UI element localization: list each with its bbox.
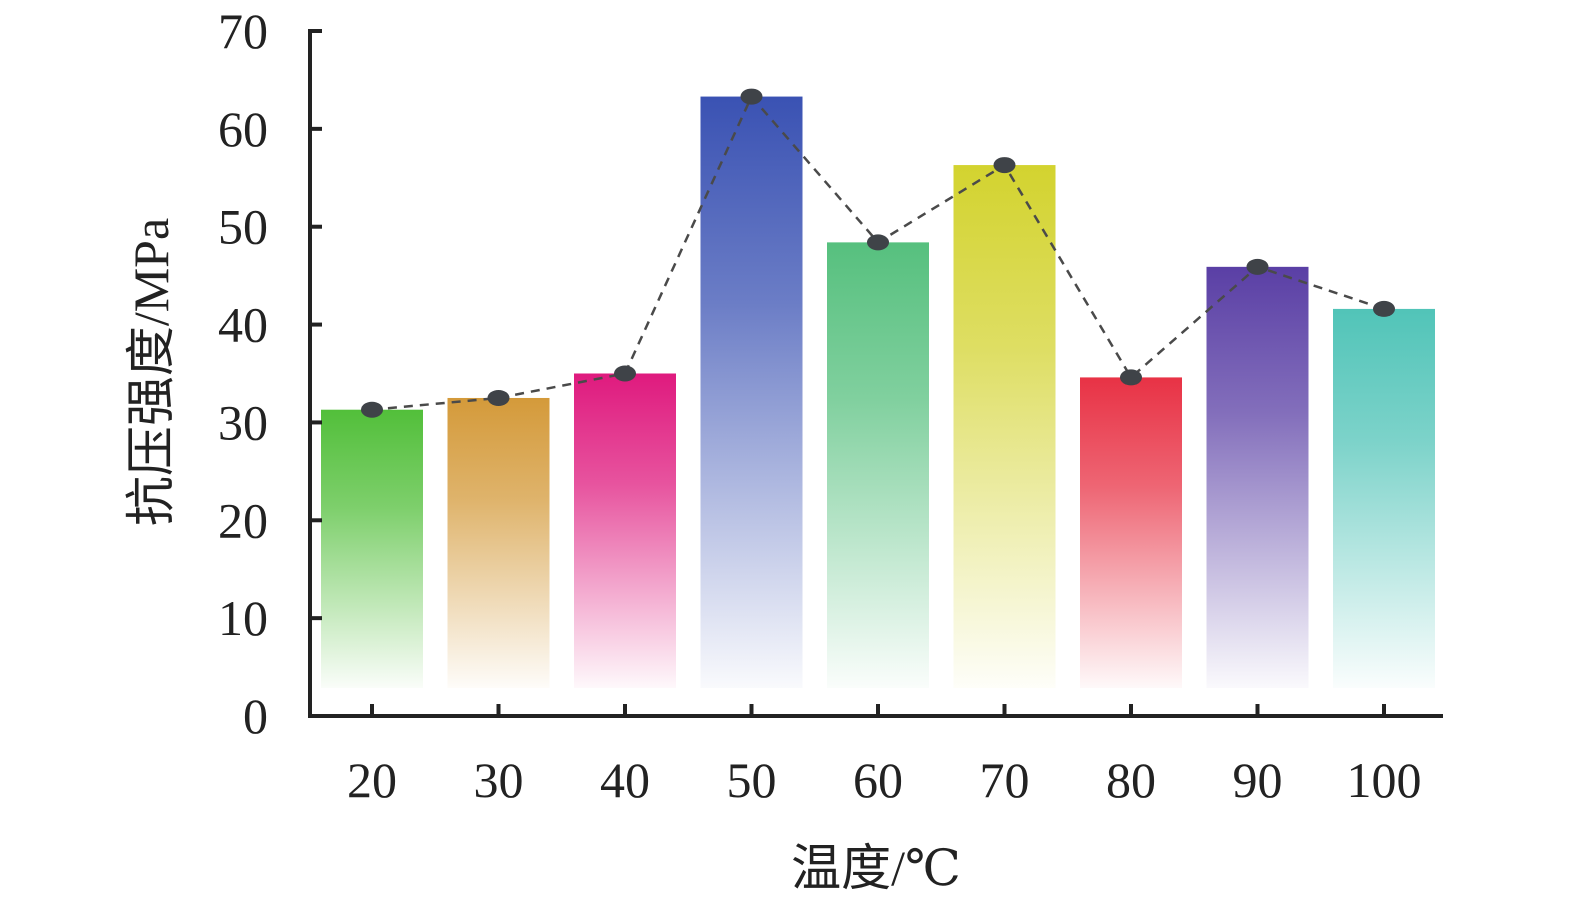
point-30	[487, 389, 510, 406]
point-80	[1120, 369, 1142, 386]
x-tick-label-90: 90	[1233, 752, 1283, 808]
bar-20	[321, 409, 423, 688]
point-90	[1246, 258, 1269, 275]
point-100	[1373, 300, 1395, 317]
bar-40	[574, 373, 676, 688]
y-tick-label-20: 20	[218, 492, 268, 548]
axes-layer: 0 10 20 30 40 50 60 70 20 30 40 50 60 70 80 90 100	[218, 3, 1443, 808]
bar-90	[1206, 266, 1309, 688]
bar-60	[827, 242, 929, 688]
bar-80	[1080, 377, 1182, 688]
y-tick-label-0: 0	[243, 688, 268, 744]
bar-100	[1333, 308, 1435, 688]
y-tick-label-60: 60	[218, 101, 268, 157]
bars-layer	[321, 96, 1435, 689]
x-tick-label-40: 40	[600, 752, 650, 808]
bar-30	[447, 397, 550, 688]
point-60	[867, 234, 889, 251]
bar-70	[953, 165, 1056, 689]
x-tick-label-30: 30	[474, 752, 524, 808]
y-axis-title: 抗压强度/MPa	[123, 218, 179, 526]
bar-50	[700, 96, 803, 689]
x-tick-label-60: 60	[853, 752, 903, 808]
point-20	[361, 401, 383, 418]
point-70	[993, 157, 1016, 174]
y-tick-label-50: 50	[218, 199, 268, 255]
x-axis-title: 温度/℃	[791, 840, 961, 896]
y-tick-label-10: 10	[218, 590, 268, 646]
x-tick-label-100: 100	[1347, 752, 1422, 808]
x-tick-label-50: 50	[727, 752, 777, 808]
x-tick-label-80: 80	[1106, 752, 1156, 808]
x-tick-label-20: 20	[347, 752, 397, 808]
x-tick-label-70: 70	[980, 752, 1030, 808]
y-tick-label-70: 70	[218, 3, 268, 59]
point-50	[740, 88, 763, 105]
trend-line-layer	[361, 88, 1395, 418]
point-40	[614, 365, 636, 382]
y-tick-label-30: 30	[218, 394, 268, 450]
y-tick-label-40: 40	[218, 297, 268, 353]
